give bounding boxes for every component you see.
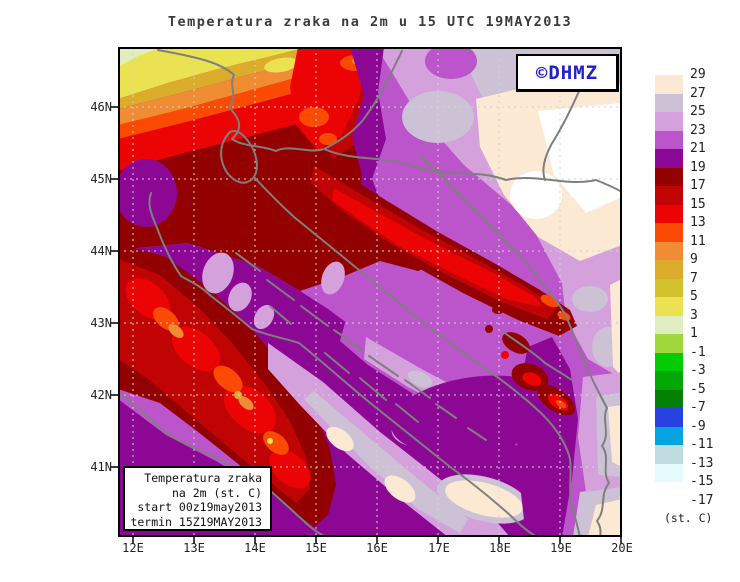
map-border — [118, 47, 622, 537]
dhmz-logo: ©DHMZ — [516, 54, 619, 92]
lat-tick-label: 46N — [90, 100, 112, 114]
colorbar-tick: -1 — [690, 345, 706, 360]
colorbar-swatch — [655, 445, 683, 464]
colorbar-swatch — [655, 278, 683, 297]
colorbar-tick: 15 — [690, 197, 706, 212]
colorbar-tick: 23 — [690, 123, 706, 138]
map-title: Temperatura zraka na 2m u 15 UTC 19MAY20… — [167, 14, 573, 30]
lon-tick-label: 16E — [366, 541, 388, 555]
colorbar-tick: 1 — [690, 326, 698, 341]
run-info-line: na 2m (st. C) — [171, 485, 262, 500]
colorbar-swatch — [655, 204, 683, 223]
lat-tick-label: 43N — [90, 316, 112, 330]
lat-tick-label: 44N — [90, 244, 112, 258]
run-info-line: start 00z19may2013 — [137, 500, 262, 514]
colorbar-swatch — [655, 463, 683, 482]
colorbar-tick: 19 — [690, 160, 706, 175]
grid-lines — [118, 47, 622, 537]
colorbar-tick: -3 — [690, 363, 706, 378]
colorbar-tick: 17 — [690, 178, 706, 193]
lon-tick-label: 12E — [122, 541, 144, 555]
coastlines — [118, 49, 622, 537]
colorbar-tick: 5 — [690, 289, 698, 304]
colorbar-swatch — [655, 389, 683, 408]
colorbar-tick: 11 — [690, 234, 706, 249]
colorbar-tick: 3 — [690, 308, 698, 323]
colorbar-tick: 25 — [690, 104, 706, 119]
colorbar-swatch — [655, 112, 683, 131]
colorbar-tick: 29 — [690, 67, 706, 82]
colorbar-swatch — [655, 297, 683, 316]
run-info-line: Temperatura zraka — [144, 471, 262, 485]
colorbar — [655, 75, 683, 501]
lat-tick-label: 42N — [90, 388, 112, 402]
colorbar-swatch — [655, 223, 683, 242]
colorbar-tick: 13 — [690, 215, 706, 230]
colorbar-swatch — [655, 93, 683, 112]
colorbar-unit-label: (st. C) — [664, 511, 713, 525]
lon-tick-label: 13E — [183, 541, 205, 555]
colorbar-swatch — [655, 260, 683, 279]
colorbar-swatch — [655, 482, 683, 501]
colorbar-swatch — [655, 186, 683, 205]
lon-tick-label: 14E — [244, 541, 266, 555]
colorbar-swatch — [655, 241, 683, 260]
colorbar-tick: -17 — [690, 493, 714, 508]
lon-tick-label: 18E — [489, 541, 511, 555]
colorbar-tick: -9 — [690, 419, 706, 434]
colorbar-tick: 27 — [690, 86, 706, 101]
temperature-field — [118, 47, 622, 537]
run-info-box: Temperatura zraka na 2m (st. C) start 00… — [123, 466, 272, 531]
colorbar-tick: -7 — [690, 400, 706, 415]
colorbar-swatch — [655, 408, 683, 427]
lon-tick-label: 17E — [428, 541, 450, 555]
colorbar-tick: -13 — [690, 456, 714, 471]
axis-ticks — [111, 106, 622, 544]
colorbar-tick: 21 — [690, 141, 706, 156]
lon-tick-label: 19E — [550, 541, 572, 555]
lon-tick-label: 20E — [611, 541, 633, 555]
colorbar-swatch — [655, 352, 683, 371]
colorbar-tick: -11 — [690, 437, 714, 452]
colorbar-swatch — [655, 149, 683, 168]
colorbar-swatch — [655, 75, 683, 94]
colorbar-swatch — [655, 315, 683, 334]
colorbar-swatch — [655, 130, 683, 149]
colorbar-swatch — [655, 167, 683, 186]
colorbar-swatch — [655, 334, 683, 353]
dhmz-logo-text: ©DHMZ — [535, 61, 599, 84]
colorbar-swatch — [655, 371, 683, 390]
run-info-line: termin 15Z19MAY2013 — [130, 514, 262, 529]
colorbar-tick: 7 — [690, 271, 698, 286]
colorbar-swatch — [655, 426, 683, 445]
lon-tick-label: 15E — [305, 541, 327, 555]
lat-tick-label: 45N — [90, 172, 112, 186]
colorbar-tick: -5 — [690, 382, 706, 397]
lat-tick-label: 41N — [90, 460, 112, 474]
colorbar-tick: 9 — [690, 252, 698, 267]
colorbar-tick: -15 — [690, 474, 714, 489]
